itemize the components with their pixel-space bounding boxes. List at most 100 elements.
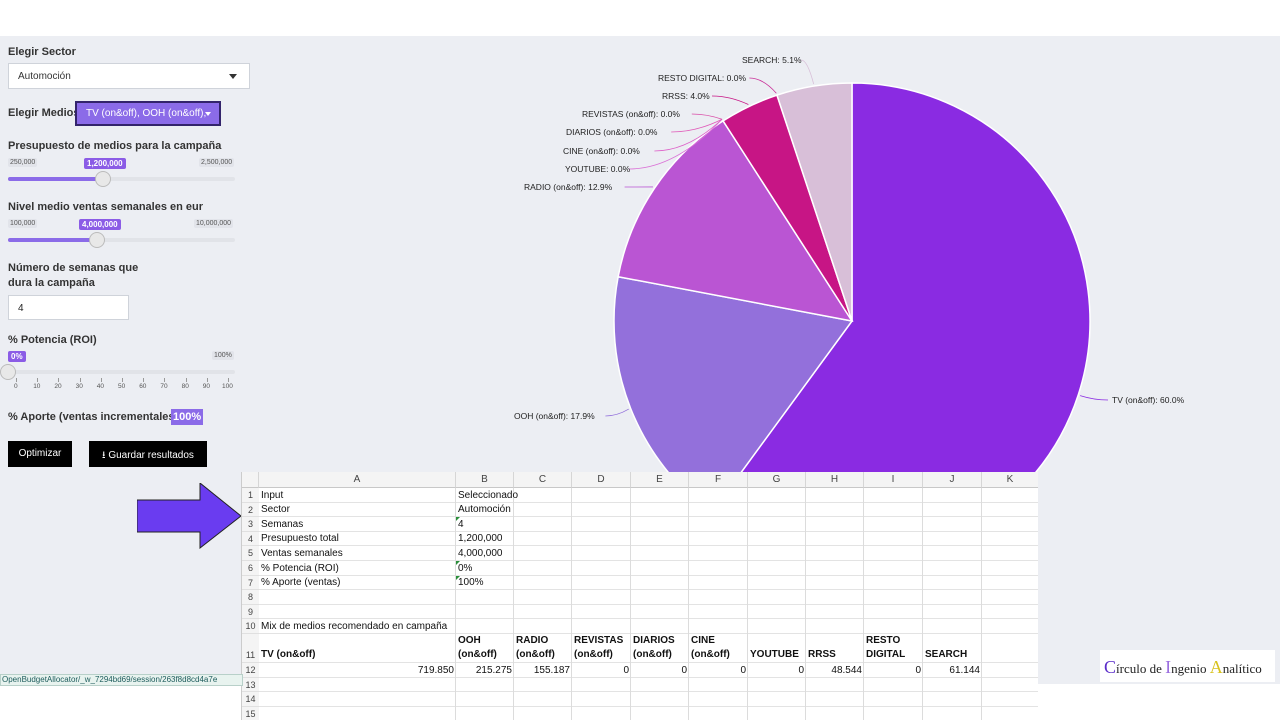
sheet-value-cell[interactable]: 0 [623,664,629,676]
row-gridline [259,676,1038,678]
column-header[interactable]: I [864,472,923,488]
sheet-cell[interactable]: Ventas semanales [261,547,343,559]
sheet-header-cell[interactable]: RADIO [516,635,549,646]
row-header[interactable]: 6 [242,561,259,576]
pie-slice[interactable] [617,119,854,323]
row-header[interactable]: 10 [242,619,259,634]
row-header[interactable]: 8 [242,590,259,605]
roi-max: 100% [212,351,234,360]
sheet-header-cell[interactable]: DIARIOS [633,635,675,646]
column-header[interactable]: C [514,472,572,488]
sheet-header-cell[interactable]: CINE [691,635,715,646]
column-header[interactable]: G [748,472,806,488]
sheet-value-cell[interactable]: 0 [798,664,804,676]
sheet-value-cell[interactable]: 0 [915,664,921,676]
sheet-header-cell[interactable]: (on&off) [516,649,555,660]
roi-tick-label: 20 [54,383,62,390]
row-header[interactable]: 9 [242,604,259,620]
column-header[interactable]: D [572,472,631,488]
sheet-cell[interactable]: Seleccionado [458,489,519,501]
sheet-header-cell[interactable]: (on&off) [458,649,497,660]
sheet-cell[interactable]: Input [261,489,284,501]
pie-label: SEARCH: 5.1% [742,55,802,65]
pie-slice[interactable] [776,82,853,322]
row-header[interactable]: 5 [242,546,259,561]
chevron-down-icon [229,74,237,79]
row-header[interactable]: 15 [242,706,259,720]
row-header[interactable]: 4 [242,531,259,547]
sales-value: 4,000,000 [79,219,121,230]
sheet-value-cell[interactable]: 719.850 [417,664,454,676]
chevron-down-icon [205,112,211,116]
sheet-corner[interactable] [242,472,259,488]
sheet-header-cell[interactable]: OOH [458,635,481,646]
column-gridline [455,488,456,720]
row-header[interactable]: 2 [242,502,259,518]
row-header[interactable]: 11 [242,634,259,663]
sheet-cell[interactable]: 4,000,000 [458,547,503,559]
sheet-header-cell[interactable]: RESTO [866,635,901,646]
sheet-cell[interactable]: % Aporte (ventas) [261,577,341,589]
row-gridline [259,530,1038,532]
row-header[interactable]: 7 [242,575,259,591]
optimize-button[interactable]: Optimizar [8,441,72,467]
sheet-header-cell[interactable]: REVISTAS [574,635,624,646]
budget-slider-track[interactable] [8,177,235,181]
roi-tick-label: 70 [160,383,168,390]
sheet-cell[interactable]: % Potencia (ROI) [261,562,339,574]
sheet-header-cell[interactable]: SEARCH [925,649,968,660]
column-header[interactable]: H [806,472,864,488]
medios-dropdown[interactable]: TV (on&off), OOH (on&off), [75,101,221,126]
aporte-label: % Aporte (ventas incrementales) = [8,411,188,423]
cell-warning-icon [456,561,460,565]
save-results-button[interactable]: ⭳ Guardar resultados [89,441,207,467]
sheet-value-cell[interactable]: 0 [740,664,746,676]
sheet-cell[interactable]: 4 [458,518,464,530]
sheet-value-cell[interactable]: 61.144 [949,664,980,676]
weeks-input[interactable]: 4 [8,295,129,320]
column-header[interactable]: F [689,472,748,488]
sales-slider-handle[interactable] [88,232,105,248]
roi-slider-handle[interactable] [0,364,16,380]
sheet-cell[interactable]: Semanas [261,518,304,530]
sheet-cell[interactable]: Presupuesto total [261,533,339,545]
row-header[interactable]: 12 [242,663,259,678]
column-header[interactable]: E [631,472,689,488]
sheet-cell[interactable]: Sector [261,504,290,516]
pie-chart-svg: TV (on&off): 60.0% OOH (on&off): 17.9% RAD… [514,55,1185,560]
row-header[interactable]: 1 [242,488,259,503]
sheet-cell[interactable]: 1,200,000 [458,533,503,545]
row-header[interactable]: 13 [242,677,259,693]
sheet-header-cell[interactable]: (on&off) [574,649,613,660]
sheet-header-cell[interactable]: YOUTUBE [750,649,799,660]
sales-slider-track[interactable] [8,238,235,242]
row-header[interactable]: 3 [242,517,259,532]
sheet-value-cell[interactable]: 48.544 [831,664,862,676]
sector-select[interactable]: Automoción [8,63,250,89]
sheet-cell[interactable]: 100% [458,577,484,589]
sheet-value-cell[interactable]: 155.187 [533,664,570,676]
pie-label: RADIO (on&off): 12.9% [524,182,613,192]
row-header[interactable]: 14 [242,692,259,707]
column-header[interactable]: K [982,472,1038,488]
sheet-cell[interactable]: Automoción [458,504,511,516]
sheet-header-cell[interactable]: RRSS [808,649,836,660]
column-header[interactable]: J [923,472,982,488]
sheet-header-cell[interactable]: (on&off) [633,649,672,660]
sheet-header-cell[interactable]: (on&off) [691,649,730,660]
pie-label: TV (on&off): 60.0% [1112,395,1185,405]
sheet-value-cell[interactable]: 215.275 [475,664,512,676]
roi-slider-track[interactable] [8,370,235,374]
sheet-value-cell[interactable]: 0 [681,664,687,676]
sales-slider-fill [8,238,97,242]
medios-label: Elegir Medios: [8,107,84,119]
sheet-cell[interactable]: 0% [458,562,473,574]
roi-tick-label: 80 [181,383,189,390]
row-gridline [259,560,1038,561]
sheet-header-cell[interactable]: DIGITAL [866,649,906,660]
sheet-header-cell[interactable]: TV (on&off) [261,649,316,660]
budget-slider-handle[interactable] [95,171,112,187]
column-header[interactable]: B [456,472,514,488]
column-header[interactable]: A [259,472,456,488]
sheet-cell[interactable]: Mix de medios recomendado en campaña [261,620,448,632]
